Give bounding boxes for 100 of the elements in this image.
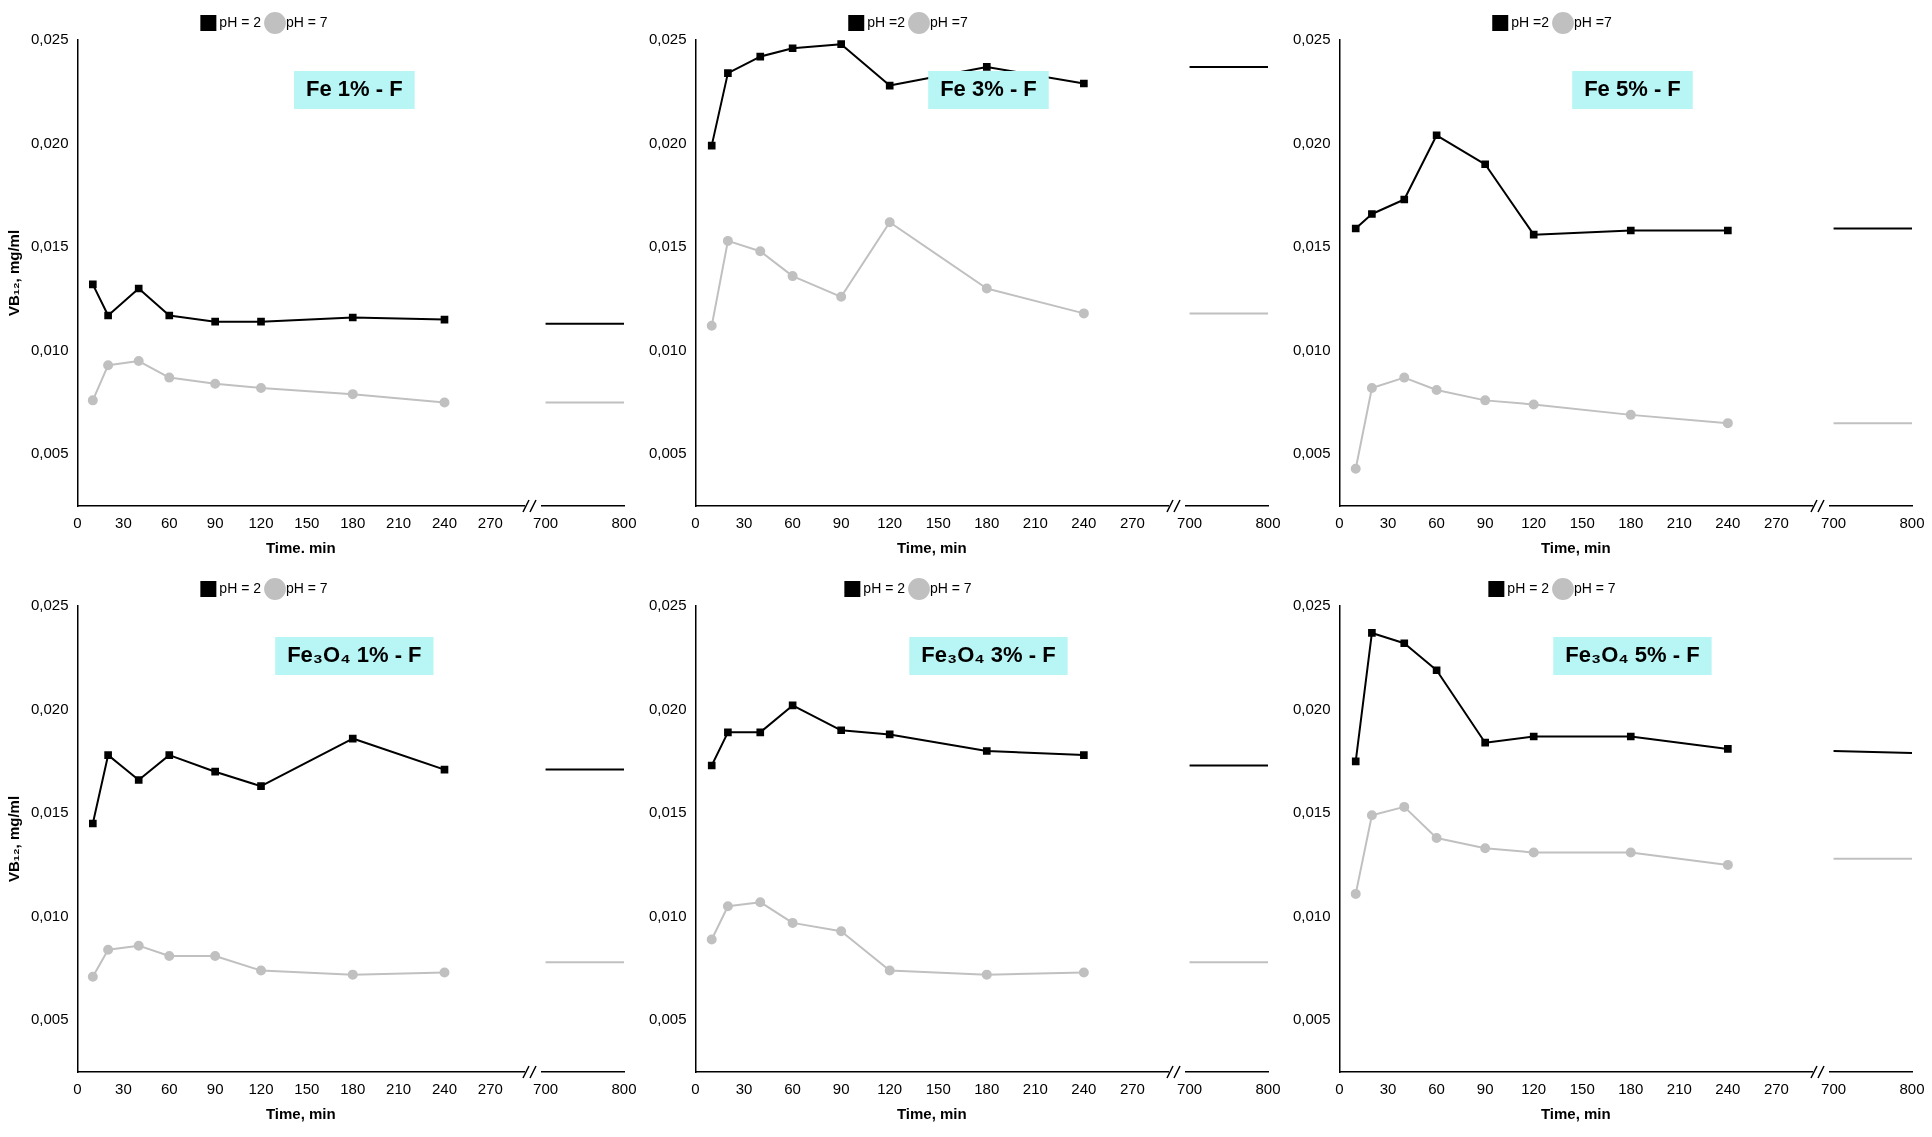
- y-tick-label: 0,015: [30, 237, 69, 255]
- x-tick-label: 180: [1618, 514, 1644, 532]
- text: Fe₃O₄ 3% - F: [921, 642, 1056, 668]
- x-tick-label: 120: [1521, 514, 1547, 532]
- x-tick-label: 0: [1335, 514, 1344, 532]
- x-tick-label: 240: [1071, 1080, 1097, 1098]
- point: [87, 971, 98, 982]
- point: [348, 734, 357, 743]
- point: [439, 967, 450, 978]
- point: [1480, 843, 1491, 854]
- x-tick-label: 90: [206, 514, 224, 532]
- x-tick-label: 800: [1255, 1080, 1281, 1098]
- point: [1078, 308, 1089, 319]
- legend-label: pH = 7: [286, 13, 328, 30]
- point: [103, 360, 114, 371]
- y-tick-label: 0,005: [30, 444, 69, 462]
- x-tick-label: 30: [1379, 1080, 1397, 1098]
- x-tick-label: 150: [294, 1080, 320, 1098]
- x-tick-label: 120: [877, 514, 903, 532]
- x-tick-label: 30: [735, 514, 753, 532]
- point: [884, 965, 895, 976]
- x-tick-label: 800: [611, 514, 637, 532]
- point: [1431, 385, 1442, 396]
- y-tick-label: 0,025: [30, 30, 69, 48]
- x-tick-label: 30: [1379, 514, 1397, 532]
- point: [1724, 745, 1732, 753]
- x-tick-label: 700: [533, 1080, 559, 1098]
- point: [707, 761, 716, 770]
- x-tick-label: 120: [1521, 1080, 1547, 1098]
- point: [787, 271, 798, 282]
- point: [836, 926, 847, 937]
- point: [439, 397, 450, 408]
- point: [756, 52, 765, 61]
- point: [1625, 847, 1636, 858]
- point: [133, 356, 144, 367]
- point: [1350, 463, 1361, 474]
- point: [1399, 801, 1410, 812]
- point: [756, 728, 765, 737]
- x-tick-label: 270: [1119, 514, 1145, 532]
- x-tick-label: 800: [1899, 514, 1925, 532]
- x-tick-label: 60: [160, 514, 178, 532]
- y-tick-label: 0,010: [648, 340, 687, 358]
- x-tick-label: 210: [386, 514, 412, 532]
- x-axis-title: Time, min: [265, 1105, 336, 1123]
- y-tick-label: 0,010: [30, 906, 69, 924]
- point: [1480, 395, 1491, 406]
- point: [755, 897, 766, 908]
- x-axis-title: Time. min: [265, 539, 336, 557]
- x-tick-label: 700: [1821, 1080, 1847, 1098]
- x-tick-label: 120: [877, 1080, 903, 1098]
- y-tick-label: 0,015: [1292, 237, 1331, 255]
- text: Fe 3% - F: [940, 76, 1037, 102]
- point: [1431, 832, 1442, 843]
- x-tick-label: 60: [1428, 1080, 1445, 1098]
- y-tick-label: 0,015: [30, 803, 69, 821]
- x-tick-label: 30: [115, 514, 132, 532]
- x-axis-title: Time, min: [896, 539, 967, 557]
- legend-label: pH =7: [930, 13, 968, 30]
- y-tick-label: 0,005: [1292, 1010, 1331, 1028]
- point: [885, 730, 894, 739]
- y-tick-label: 0,025: [1292, 30, 1331, 48]
- x-tick-label: 240: [1071, 514, 1097, 532]
- point: [134, 284, 143, 293]
- x-tick-label: 240: [1715, 1080, 1741, 1098]
- point: [837, 40, 845, 48]
- x-tick-label: 30: [735, 1080, 753, 1098]
- point: [1529, 230, 1538, 239]
- y-tick-label: 0,010: [1292, 906, 1331, 924]
- x-tick-label: 60: [784, 1080, 801, 1098]
- point: [1481, 738, 1489, 747]
- point: [787, 917, 798, 928]
- x-tick-label: 800: [611, 1080, 637, 1098]
- y-tick-label: 0,015: [648, 803, 687, 821]
- point: [1366, 810, 1377, 821]
- x-tick-label: 210: [1022, 514, 1048, 532]
- x-tick-label: 240: [431, 1080, 458, 1098]
- point: [133, 940, 144, 951]
- x-tick-label: 90: [1476, 1080, 1494, 1098]
- x-tick-label: 700: [1177, 1080, 1203, 1098]
- point: [348, 313, 357, 322]
- x-tick-label: 270: [1763, 514, 1789, 532]
- point: [164, 372, 175, 383]
- point: [210, 951, 221, 962]
- point: [1350, 888, 1361, 899]
- text: Fe 1% - F: [306, 76, 403, 102]
- text: Fe₃O₄ 1% - F: [287, 642, 422, 668]
- point: [347, 969, 358, 980]
- point: [1432, 666, 1441, 675]
- point: [165, 751, 174, 759]
- point: [724, 728, 732, 737]
- point: [1724, 226, 1732, 235]
- y-tick-label: 0,005: [1292, 444, 1331, 462]
- x-tick-label: 90: [832, 514, 850, 532]
- point: [104, 751, 112, 759]
- point: [981, 283, 992, 294]
- x-tick-label: 0: [73, 1080, 82, 1098]
- x-tick-label: 150: [294, 514, 320, 532]
- text: Fe 5% - F: [1584, 76, 1681, 102]
- x-tick-label: 210: [1666, 514, 1692, 532]
- legend-label: pH = 2: [219, 579, 262, 596]
